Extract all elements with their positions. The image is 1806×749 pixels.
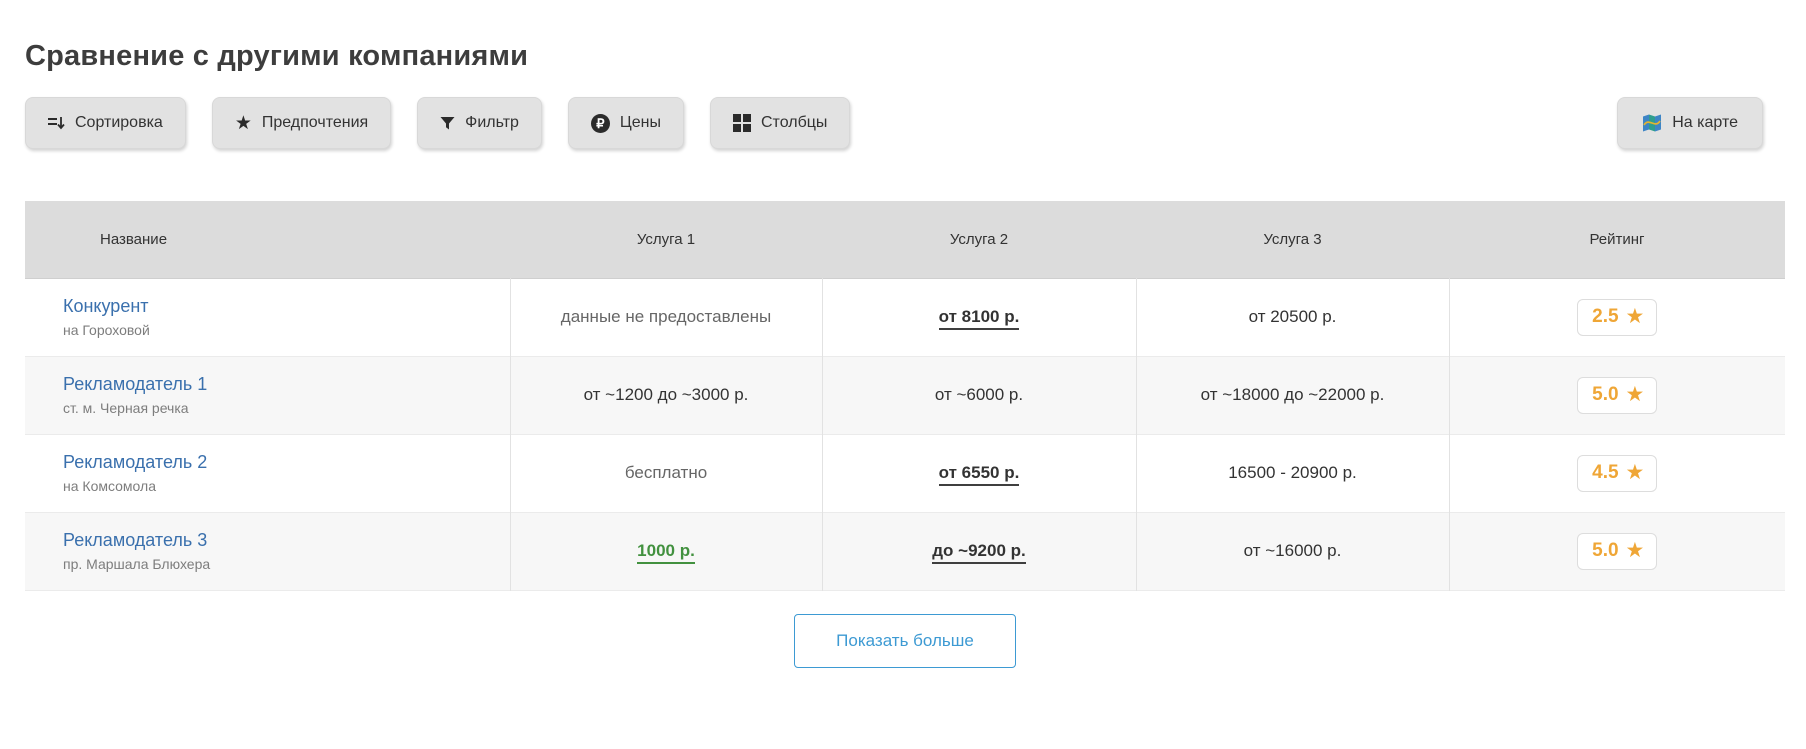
company-cell: Рекламодатель 1 ст. м. Черная речка [25, 356, 510, 434]
star-icon: ★ [1625, 461, 1645, 484]
rating-value: 5.0 [1592, 383, 1619, 405]
service1-value: данные не предоставлены [560, 307, 772, 326]
service1-cell: данные не предоставлены [509, 278, 822, 356]
sort-button[interactable]: Сортировка [25, 97, 186, 149]
preferences-button[interactable]: ★ Предпочтения [211, 97, 392, 149]
rating-value: 5.0 [1592, 539, 1619, 561]
table-row: Рекламодатель 1 ст. м. Черная речка от ~… [25, 356, 1785, 434]
table-row: Рекламодатель 3 пр. Маршала Блюхера 1000… [25, 512, 1785, 590]
company-link[interactable]: Рекламодатель 2 [63, 452, 208, 472]
table-row: Рекламодатель 2 на Комсомола бесплатно о… [25, 434, 1785, 512]
service3-value: 16500 - 20900 р. [1228, 463, 1357, 482]
rating-value: 4.5 [1592, 461, 1619, 483]
rating-cell: 2.5 ★ [1448, 278, 1785, 356]
company-address: на Гороховой [63, 322, 150, 338]
filter-button-label: Фильтр [465, 114, 519, 131]
service3-value: от ~18000 до ~22000 р. [1200, 385, 1385, 404]
rating-badge: 4.5 ★ [1577, 454, 1658, 492]
prices-button[interactable]: ₽ Цены [567, 97, 684, 149]
service2-value[interactable]: от 6550 р. [938, 463, 1020, 486]
company-link[interactable]: Рекламодатель 3 [63, 530, 208, 550]
company-address: ст. м. Черная речка [63, 400, 189, 416]
page-title: Сравнение с другими компаниями [25, 40, 529, 72]
company-link[interactable]: Конкурент [63, 296, 149, 316]
service1-value[interactable]: 1000 р. [637, 541, 695, 564]
table-body: Конкурент на Гороховой данные не предост… [25, 278, 1785, 590]
service3-value: от ~16000 р. [1243, 541, 1342, 560]
show-more-button[interactable]: Показать больше [794, 613, 1016, 668]
star-icon: ★ [1625, 383, 1645, 406]
column-header-rating: Рейтинг [1449, 201, 1785, 278]
filter-button[interactable]: Фильтр [417, 97, 542, 149]
service3-cell: от ~16000 р. [1135, 512, 1449, 590]
service3-cell: 16500 - 20900 р. [1135, 434, 1449, 512]
rating-badge: 5.0 ★ [1577, 532, 1658, 570]
column-header-name: Название [25, 201, 510, 278]
company-link[interactable]: Рекламодатель 1 [63, 374, 208, 394]
star-icon: ★ [234, 112, 252, 134]
table-footer: Показать больше [25, 613, 1785, 668]
filter-icon [440, 116, 455, 131]
service3-cell: от ~18000 до ~22000 р. [1135, 356, 1449, 434]
service2-cell: от ~6000 р. [821, 356, 1136, 434]
service3-value: от 20500 р. [1248, 307, 1337, 326]
comparison-section: Сравнение с другими компаниями Сортировк… [25, 40, 1785, 668]
columns-button[interactable]: Столбцы [710, 97, 851, 149]
star-icon: ★ [1625, 305, 1645, 328]
service1-value: бесплатно [624, 463, 708, 482]
table-row: Конкурент на Гороховой данные не предост… [25, 278, 1785, 356]
ruble-icon: ₽ [590, 113, 610, 133]
company-cell: Рекламодатель 3 пр. Маршала Блюхера [25, 512, 510, 590]
map-button[interactable]: На карте [1617, 97, 1763, 149]
service1-cell: от ~1200 до ~3000 р. [509, 356, 822, 434]
rating-cell: 5.0 ★ [1448, 356, 1785, 434]
comparison-table: Название Услуга 1 Услуга 2 Услуга 3 Рейт… [25, 201, 1785, 591]
service1-cell: бесплатно [509, 434, 822, 512]
service3-cell: от 20500 р. [1135, 278, 1449, 356]
rating-cell: 5.0 ★ [1448, 512, 1785, 590]
map-button-label: На карте [1672, 114, 1738, 131]
service2-cell: от 6550 р. [821, 434, 1136, 512]
rating-badge: 5.0 ★ [1577, 376, 1658, 414]
rating-cell: 4.5 ★ [1448, 434, 1785, 512]
service1-value: от ~1200 до ~3000 р. [583, 385, 749, 404]
map-icon [1642, 113, 1662, 133]
sort-button-label: Сортировка [75, 114, 163, 131]
company-cell: Рекламодатель 2 на Комсомола [25, 434, 510, 512]
table-header: Название Услуга 1 Услуга 2 Услуга 3 Рейт… [25, 201, 1785, 278]
toolbar: Сортировка ★ Предпочтения Фильтр ₽ Цены … [25, 97, 1785, 149]
service2-value[interactable]: до ~9200 р. [932, 541, 1026, 564]
preferences-button-label: Предпочтения [261, 114, 369, 131]
service1-cell: 1000 р. [509, 512, 822, 590]
columns-button-label: Столбцы [761, 114, 828, 131]
company-address: на Комсомола [63, 478, 156, 494]
prices-button-label: Цены [619, 114, 661, 131]
rating-badge: 2.5 ★ [1577, 298, 1658, 336]
column-header-service2: Услуга 2 [822, 201, 1136, 278]
service2-cell: до ~9200 р. [821, 512, 1136, 590]
company-address: пр. Маршала Блюхера [63, 556, 211, 572]
company-cell: Конкурент на Гороховой [25, 278, 510, 356]
columns-icon [733, 114, 751, 132]
service2-value: от ~6000 р. [934, 385, 1024, 404]
service2-value[interactable]: от 8100 р. [938, 307, 1020, 330]
service2-cell: от 8100 р. [821, 278, 1136, 356]
column-header-service3: Услуга 3 [1136, 201, 1449, 278]
column-header-service1: Услуга 1 [510, 201, 822, 278]
sort-icon [48, 115, 65, 131]
star-icon: ★ [1625, 539, 1645, 562]
rating-value: 2.5 [1592, 305, 1619, 327]
